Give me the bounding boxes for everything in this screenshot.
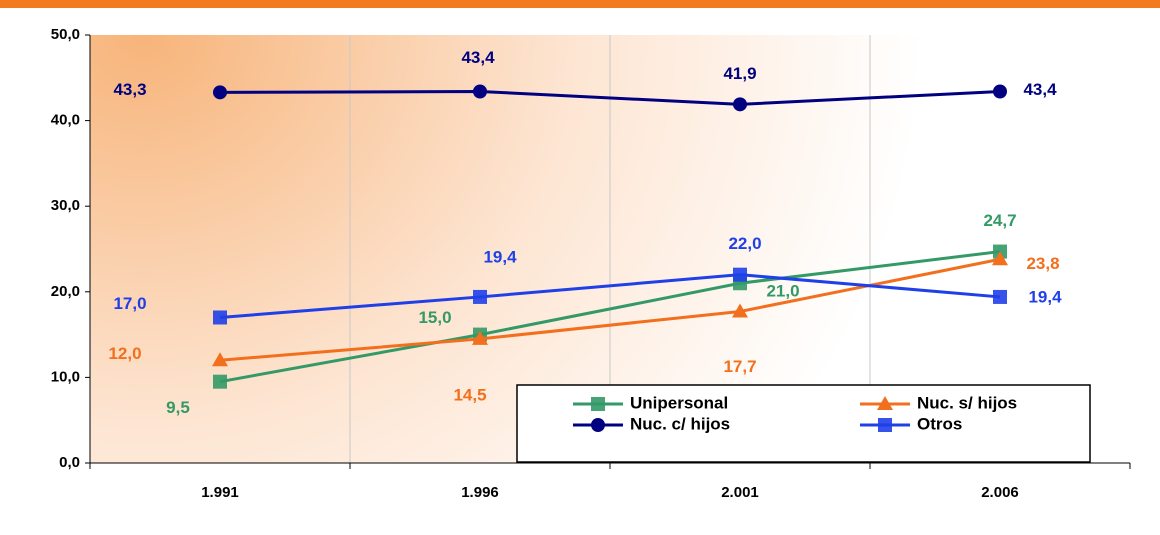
data-label: 24,7 (983, 211, 1016, 230)
y-tick-label: 0,0 (59, 454, 80, 471)
legend-label: Unipersonal (630, 393, 728, 412)
data-label: 19,4 (483, 247, 517, 266)
legend-label: Nuc. c/ hijos (630, 414, 730, 433)
data-label: 22,0 (728, 234, 761, 253)
top-bar (0, 0, 1160, 8)
series-line (219, 89, 1001, 106)
marker (213, 85, 227, 100)
marker (213, 374, 227, 389)
data-label: 17,7 (723, 357, 756, 376)
marker (473, 84, 487, 99)
x-tick-label: 2.001 (721, 484, 759, 501)
data-label: 21,0 (766, 282, 799, 301)
marker (212, 352, 228, 367)
data-label: 23,8 (1026, 254, 1059, 273)
series-line (219, 273, 1001, 319)
marker (993, 84, 1007, 99)
series-line (219, 250, 1001, 384)
data-label: 43,4 (1023, 80, 1057, 99)
marker (591, 418, 605, 432)
marker (733, 267, 747, 282)
marker (732, 303, 748, 318)
legend-label: Nuc. s/ hijos (917, 393, 1017, 412)
x-tick-label: 1.996 (461, 484, 499, 501)
marker (733, 97, 747, 112)
data-label: 43,3 (113, 80, 146, 99)
marker (878, 418, 892, 432)
legend-label: Otros (917, 414, 962, 433)
y-tick-label: 50,0 (51, 26, 80, 43)
x-tick-label: 1.991 (201, 484, 239, 501)
data-label: 9,5 (166, 398, 190, 417)
data-label: 12,0 (108, 344, 141, 363)
marker (992, 251, 1008, 266)
plot: 0,0 10,0 20,0 30,0 40,0 50,0 1.991 1.996 2.001 2.… (51, 26, 1131, 501)
data-label: 41,9 (723, 64, 756, 83)
y-tick-label: 10,0 (51, 368, 80, 385)
marker (993, 289, 1007, 304)
y-tick-label: 20,0 (51, 283, 80, 300)
marker (591, 397, 605, 411)
data-label: 17,0 (113, 294, 146, 313)
marker (877, 396, 893, 410)
marker (473, 289, 487, 304)
marker (472, 330, 488, 345)
y-tick-label: 40,0 (51, 112, 80, 129)
data-label: 15,0 (418, 308, 451, 327)
marker (213, 310, 227, 325)
y-tick-label: 30,0 (51, 197, 80, 214)
legend: Unipersonal Nuc. s/ hijos Nuc. c/ hijos Otr… (516, 384, 1091, 463)
x-tick-label: 2.006 (981, 484, 1019, 501)
data-label: 43,4 (461, 48, 495, 67)
data-label: 14,5 (453, 385, 486, 404)
data-label: 19,4 (1028, 287, 1062, 306)
